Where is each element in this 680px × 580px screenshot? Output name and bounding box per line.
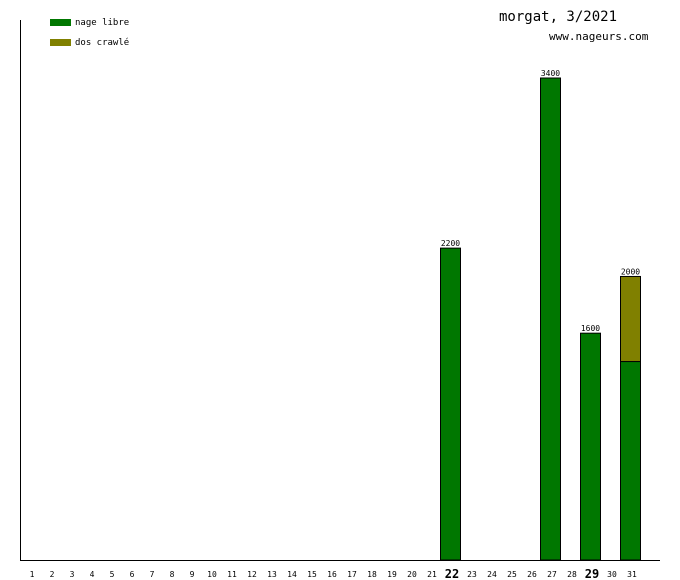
x-tick-label-3: 3 xyxy=(70,570,75,579)
legend-swatch-nage-libre xyxy=(50,19,71,26)
x-tick-label-6: 6 xyxy=(130,570,135,579)
x-tick-label-12: 12 xyxy=(247,570,257,579)
x-tick-label-24: 24 xyxy=(487,570,497,579)
x-tick-label-31: 31 xyxy=(627,570,637,579)
x-tick-label-5: 5 xyxy=(110,570,115,579)
x-tick-label-27: 27 xyxy=(547,570,557,579)
bar-total-labels: 2200 3400 1600 2000 xyxy=(441,69,640,333)
x-tick-label-13: 13 xyxy=(267,570,277,579)
x-tick-label-7: 7 xyxy=(150,570,155,579)
x-tick-label-8: 8 xyxy=(170,570,175,579)
bar-dos-crawle-day-31 xyxy=(620,275,641,363)
x-tick-label-16: 16 xyxy=(327,570,337,579)
bar-nage-libre-day-27 xyxy=(540,77,561,561)
x-tick-label-14: 14 xyxy=(287,570,297,579)
x-tick-label-11: 11 xyxy=(227,570,237,579)
bar-nage-libre-day-22 xyxy=(440,247,461,561)
bar-total-label-day-29: 1600 xyxy=(581,324,600,333)
x-tick-label-29: 29 xyxy=(585,567,599,580)
x-tick-label-23: 23 xyxy=(467,570,477,579)
site-url[interactable]: www.nageurs.com xyxy=(549,30,649,43)
bar-nage-libre-day-29 xyxy=(580,332,601,561)
x-tick-label-22: 22 xyxy=(445,567,459,580)
x-tick-label-21: 21 xyxy=(427,570,437,579)
x-tick-label-18: 18 xyxy=(367,570,377,579)
legend-swatch-dos-crawle xyxy=(50,39,71,46)
bars xyxy=(440,77,641,561)
x-tick-label-20: 20 xyxy=(407,570,417,579)
bar-total-label-day-31: 2000 xyxy=(621,267,640,276)
x-tick-label-10: 10 xyxy=(207,570,217,579)
x-tick-label-15: 15 xyxy=(307,570,317,579)
legend-label-dos-crawle: dos crawlé xyxy=(75,37,129,48)
legend: nage libre dos crawlé xyxy=(50,18,129,48)
bar-nage-libre-day-31 xyxy=(620,361,641,561)
x-tick-label-19: 19 xyxy=(387,570,397,579)
x-tick-labels: 1 2 3 4 5 6 7 8 9 10 11 12 13 14 15 16 17 18 19 20 21 22 23 24 2… xyxy=(30,567,637,580)
x-tick-label-30: 30 xyxy=(607,570,617,579)
x-tick-label-4: 4 xyxy=(90,570,95,579)
chart-title: morgat, 3/2021 xyxy=(499,9,618,25)
legend-label-nage-libre: nage libre xyxy=(75,18,129,28)
x-tick-label-26: 26 xyxy=(527,570,537,579)
x-tick-label-2: 2 xyxy=(50,570,55,579)
bar-total-label-day-22: 2200 xyxy=(441,239,460,248)
x-tick-label-1: 1 xyxy=(30,570,35,579)
x-tick-label-28: 28 xyxy=(567,570,577,579)
x-tick-label-25: 25 xyxy=(507,570,517,579)
x-tick-label-9: 9 xyxy=(190,570,195,579)
x-tick-label-17: 17 xyxy=(347,570,357,579)
bar-total-label-day-27: 3400 xyxy=(541,69,560,78)
